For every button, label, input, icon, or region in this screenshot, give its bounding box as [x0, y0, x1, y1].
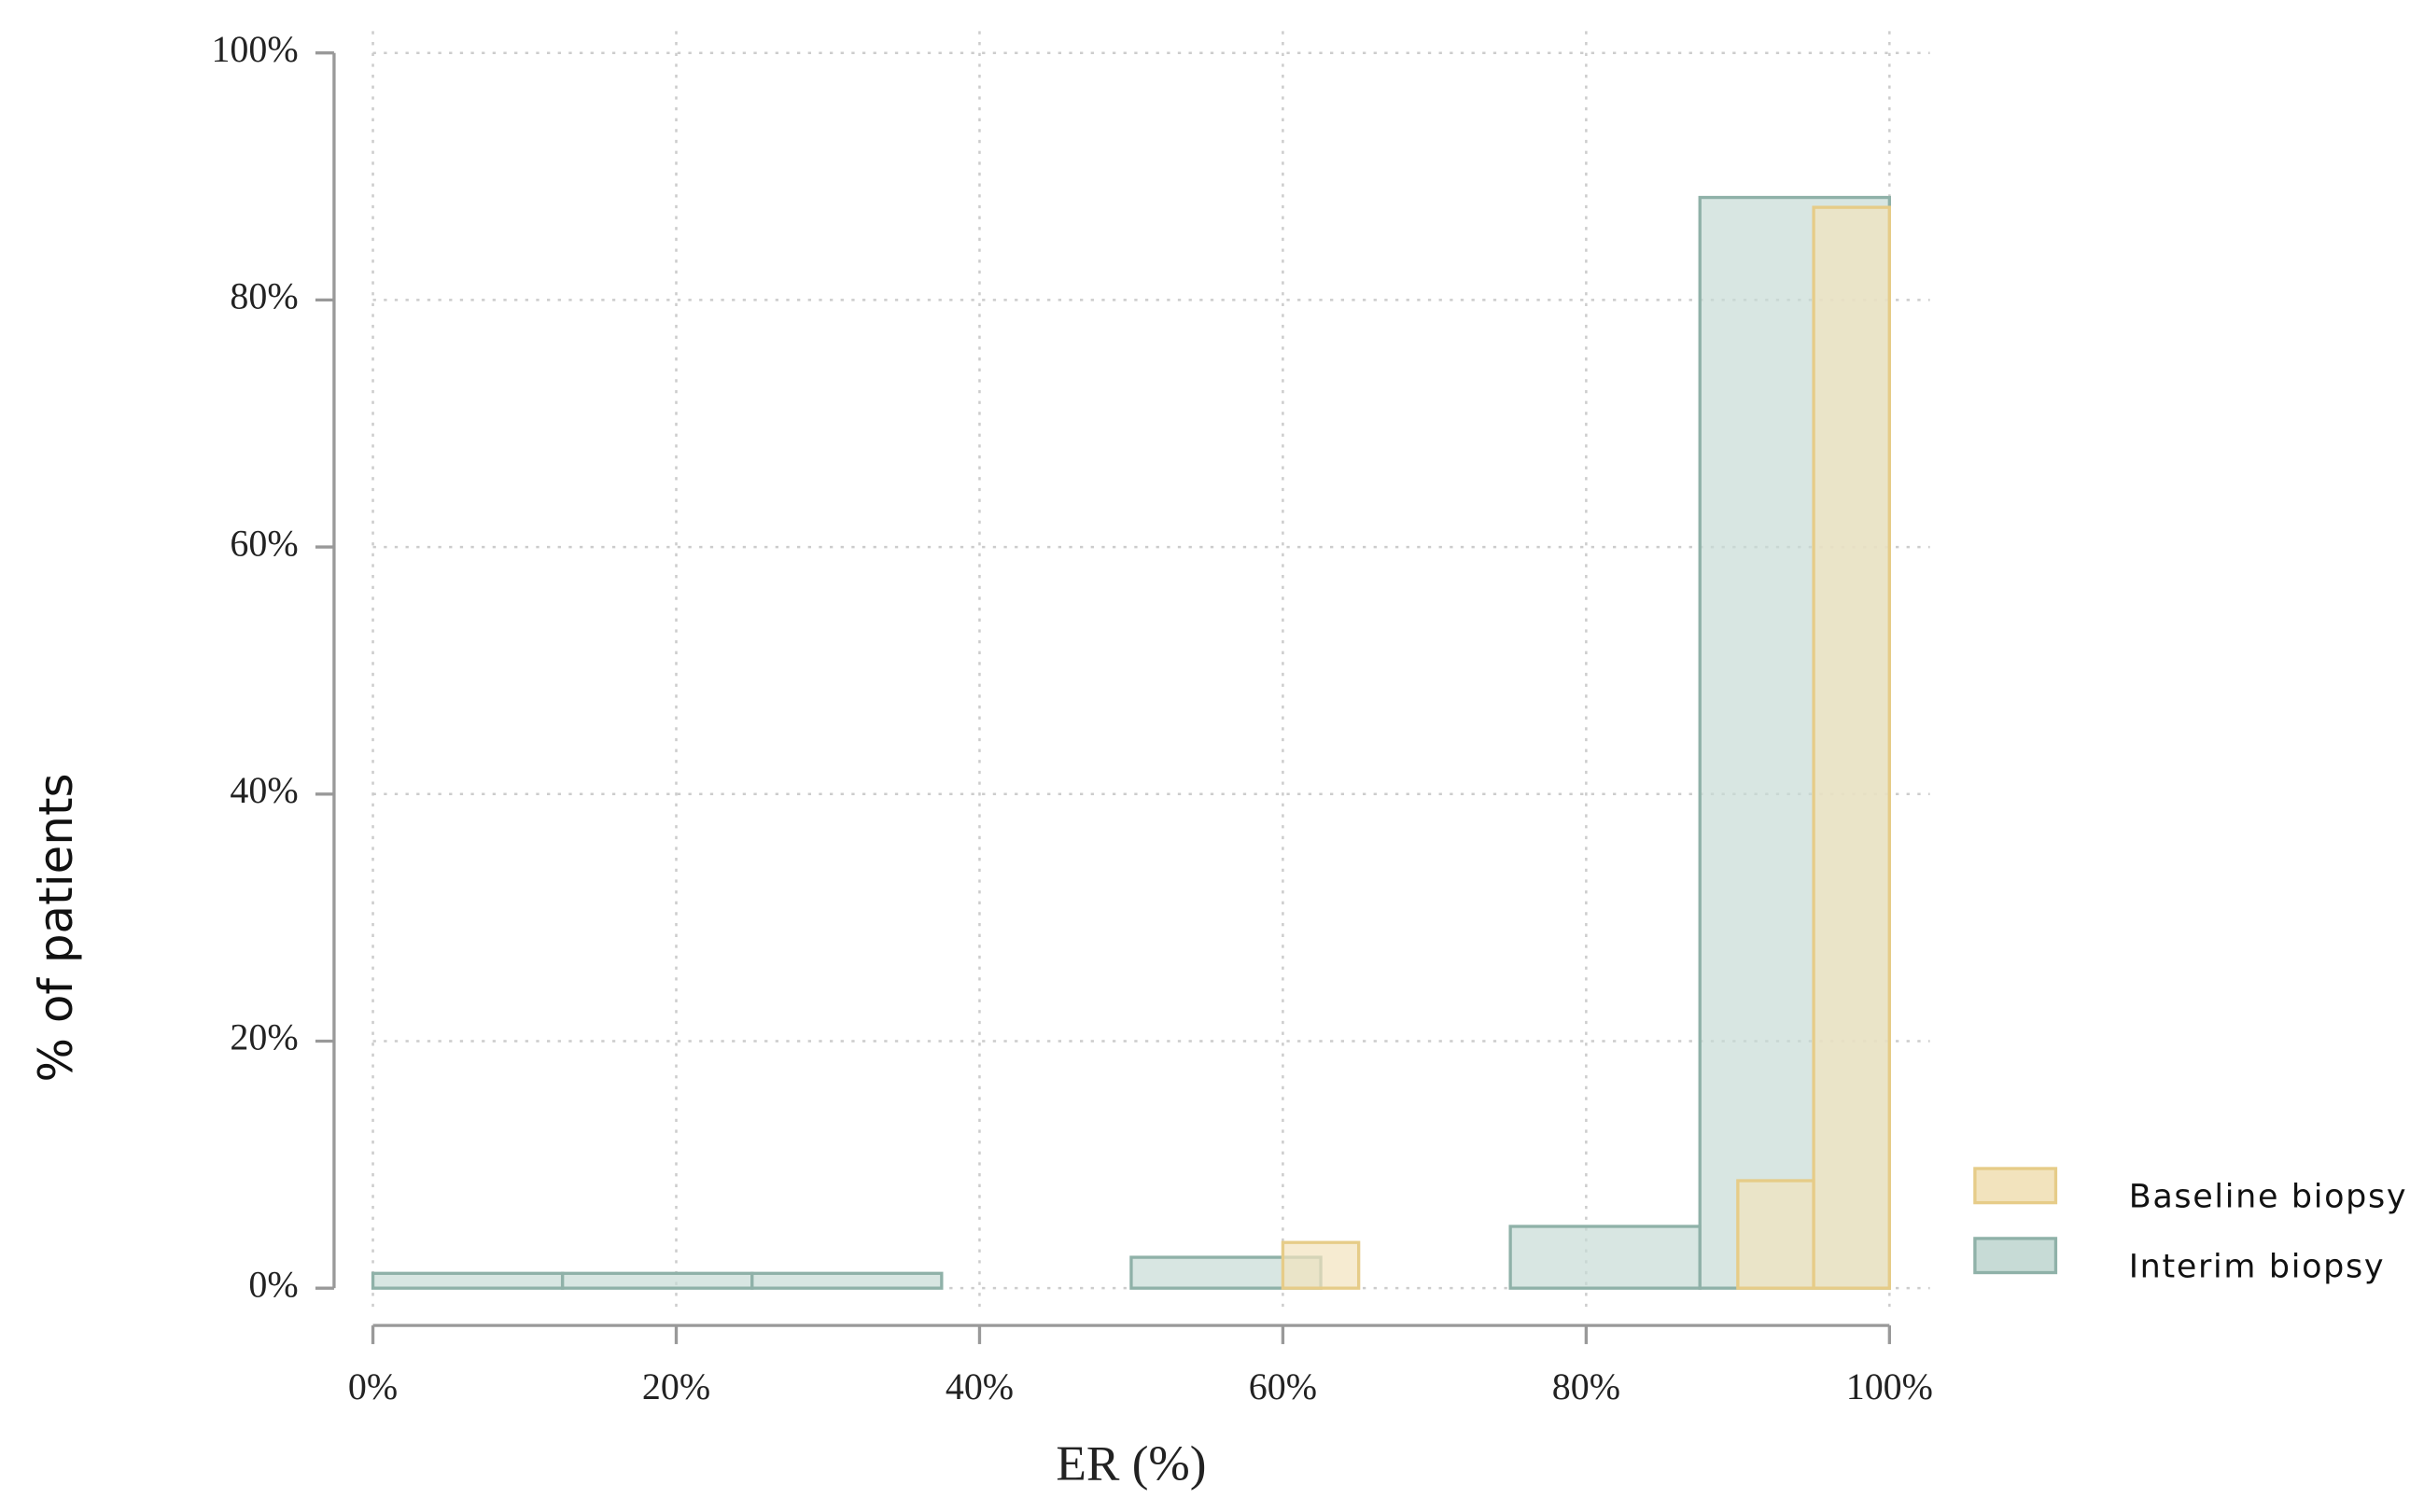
legend-label: Interim biopsy: [2129, 1249, 2385, 1286]
histogram-bar: [1281, 1240, 1361, 1290]
histogram-bar: [750, 1271, 944, 1290]
histogram-bar: [1812, 205, 1891, 1290]
x-tick-label: 40%: [946, 1365, 1014, 1407]
x-tick-label: 0%: [348, 1365, 398, 1407]
legend-swatch: [1973, 1167, 2058, 1205]
y-tick-label: 0%: [248, 1263, 298, 1305]
y-tick-label: 60%: [230, 522, 298, 564]
x-tick-label: 20%: [642, 1365, 710, 1407]
x-tick-label: 100%: [1846, 1365, 1933, 1407]
histogram-bar: [1736, 1179, 1815, 1290]
histogram-bar: [560, 1271, 754, 1290]
x-tick-label: 60%: [1249, 1365, 1317, 1407]
y-axis-label: % of patients: [29, 773, 83, 1082]
histogram-bar: [371, 1271, 565, 1290]
y-tick-label: 20%: [230, 1016, 298, 1058]
x-axis-label: ER (%): [1056, 1436, 1206, 1491]
y-tick-label: 100%: [211, 28, 298, 70]
histogram-bar: [1508, 1225, 1702, 1290]
y-tick-label: 80%: [230, 275, 298, 317]
legend-swatch: [1973, 1237, 2058, 1275]
x-tick-label: 80%: [1552, 1365, 1620, 1407]
y-tick-label: 40%: [230, 769, 298, 811]
legend-label: Baseline biopsy: [2129, 1179, 2408, 1216]
